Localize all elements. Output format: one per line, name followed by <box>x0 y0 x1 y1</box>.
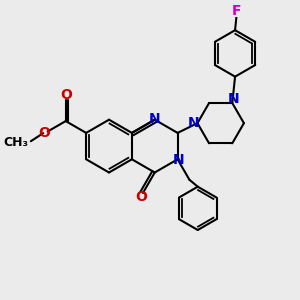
Text: CH₃: CH₃ <box>4 136 29 149</box>
Text: F: F <box>232 4 241 18</box>
Text: O: O <box>38 126 50 140</box>
Text: O: O <box>60 88 72 102</box>
Text: N: N <box>188 116 200 130</box>
Text: N: N <box>228 92 239 106</box>
Text: O: O <box>136 190 148 204</box>
Text: N: N <box>148 112 160 126</box>
Text: N: N <box>173 153 184 167</box>
